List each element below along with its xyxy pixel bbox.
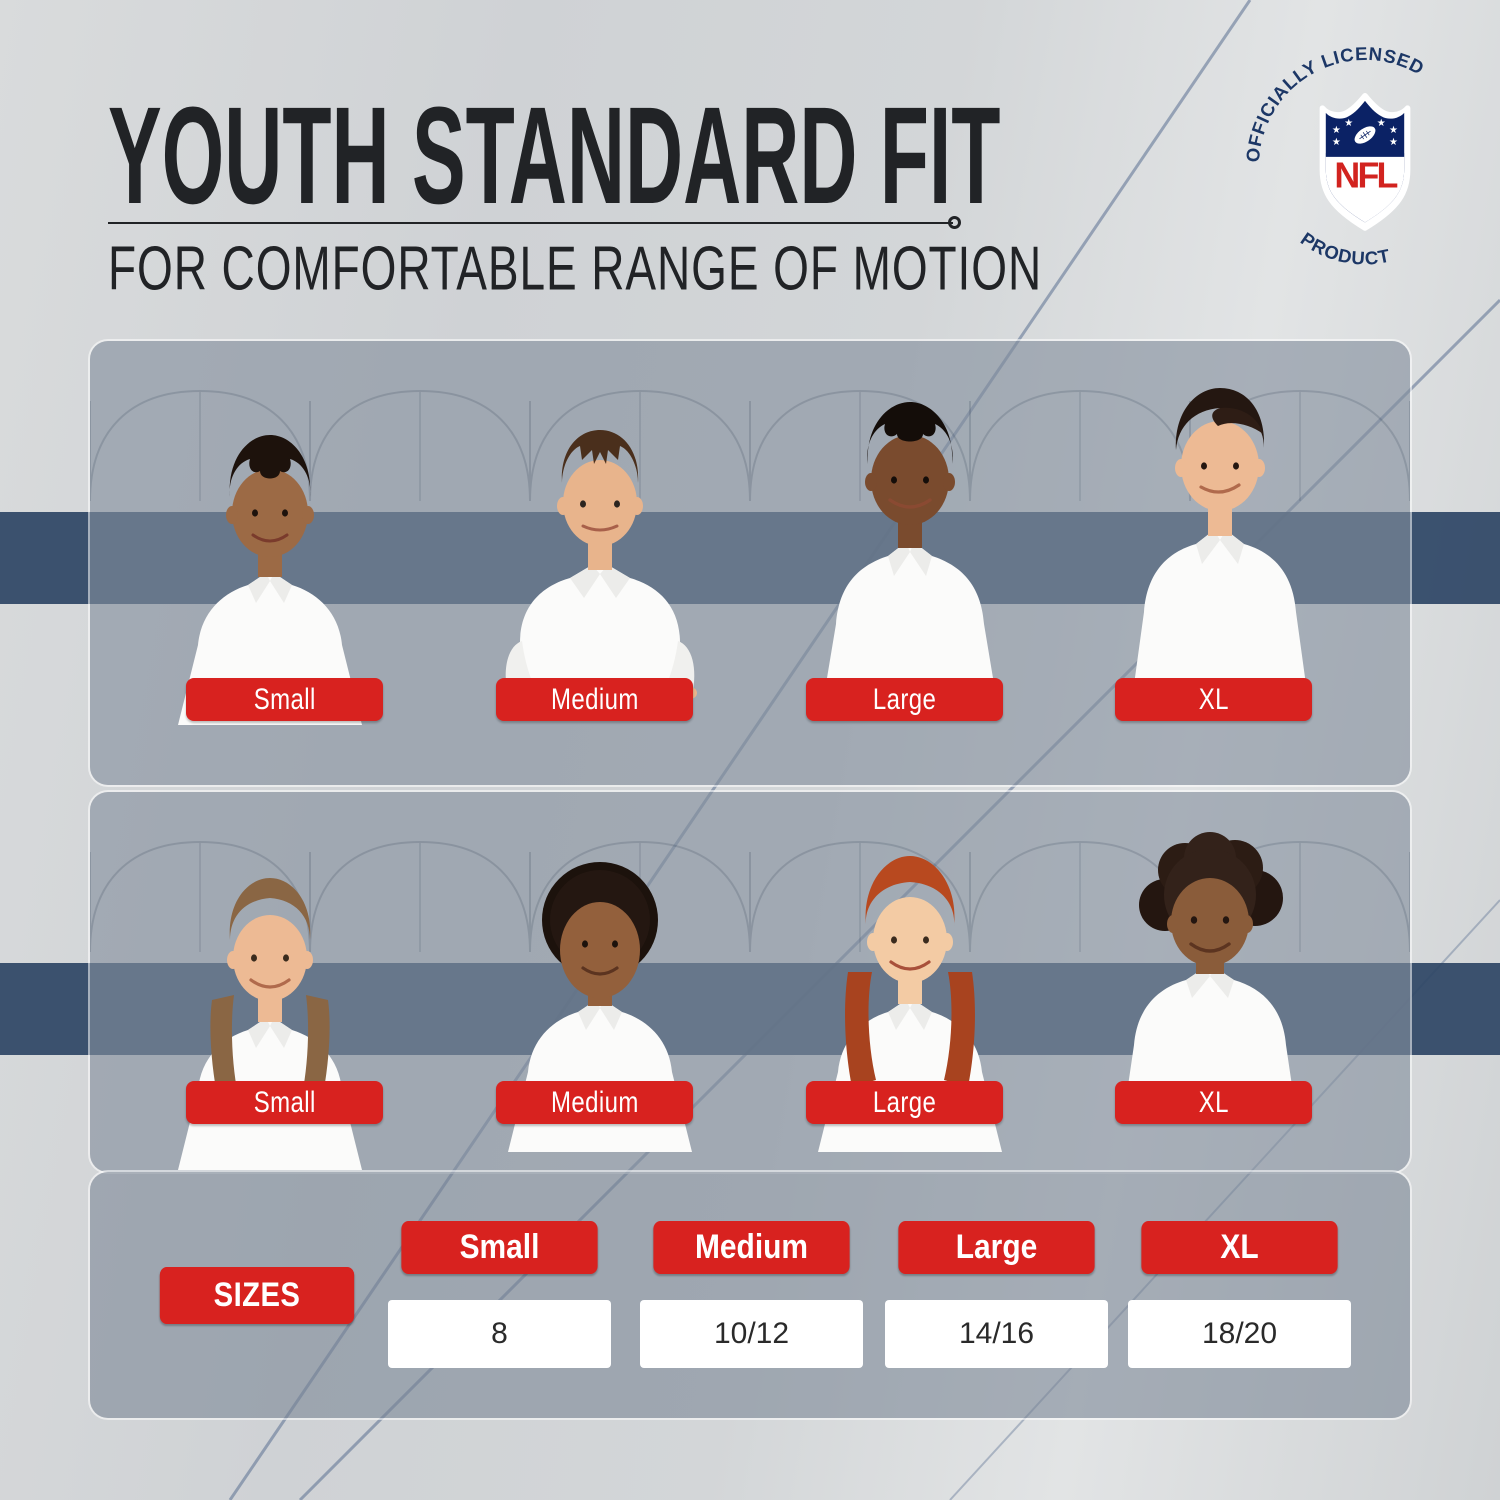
svg-text:★: ★ [1332,137,1341,148]
svg-text:★: ★ [1389,125,1398,136]
svg-text:★: ★ [1344,118,1353,129]
svg-text:★: ★ [1332,125,1341,136]
svg-text:NFL: NFL [1334,156,1397,196]
svg-text:★: ★ [1377,118,1386,129]
svg-text:★: ★ [1389,137,1398,148]
svg-text:PRODUCT: PRODUCT [1297,228,1392,269]
